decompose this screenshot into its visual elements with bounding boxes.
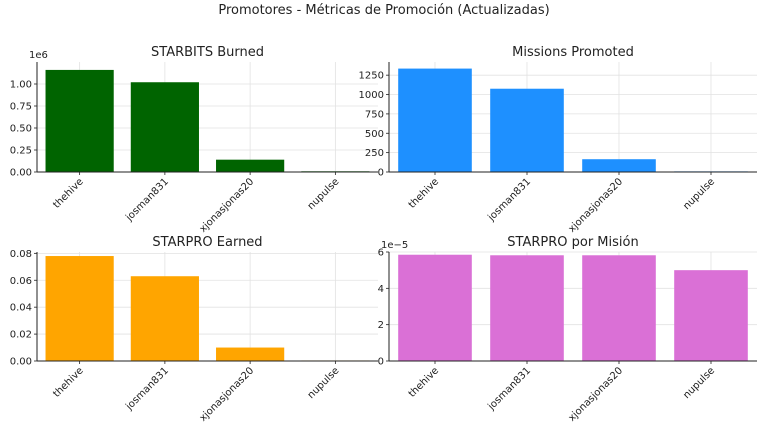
x-tick-label: nupulse bbox=[681, 176, 717, 212]
x-tick-label: josman831 bbox=[123, 365, 171, 413]
x-tick-label: josman831 bbox=[485, 176, 533, 224]
bar-josman831 bbox=[490, 88, 564, 172]
x-tick-label: xjonasjonas20 bbox=[198, 365, 257, 423]
x-tick-label: thehive bbox=[51, 365, 85, 399]
x-tick-label: josman831 bbox=[485, 365, 533, 413]
chart-panel-3: 0.00 0.02 0.04 0.06 0.08 thehive josman831 xjon… bbox=[10, 235, 378, 423]
figure-title: Promotores - Métricas de Promoción (Actu… bbox=[218, 3, 550, 18]
y-tick-label: 0 bbox=[378, 168, 384, 179]
y-tick-label: 0.00 bbox=[10, 168, 32, 179]
y-tick-label: 0.02 bbox=[10, 330, 32, 341]
bar-xjonasjonas20 bbox=[216, 347, 285, 361]
y-tick-label: 1250 bbox=[359, 71, 384, 82]
chart-panel-2: 0 250 500 750 1000 1250 thehive josman831 xjonas… bbox=[359, 45, 757, 235]
y-tick-label: 1000 bbox=[359, 90, 384, 101]
x-tick-label: thehive bbox=[51, 176, 85, 210]
panel-title: STARPRO Earned bbox=[152, 235, 262, 250]
y-tick-label: 0.06 bbox=[10, 276, 32, 287]
chart-panel-1: 0.00 0.25 0.50 0.75 1.00 thehive josman831 xjon… bbox=[10, 45, 378, 235]
y-tick-label: 2 bbox=[378, 320, 384, 331]
y-tick-label: 750 bbox=[365, 109, 384, 120]
bar-josman831 bbox=[130, 82, 199, 172]
chart-panel-4: 0 2 4 6 thehive josman831 xjonasjonas20 nupulse… bbox=[378, 235, 757, 423]
bar-xjonasjonas20 bbox=[582, 255, 656, 361]
y-tick-label: 1.00 bbox=[10, 80, 32, 91]
axis-offset-label: 1e−5 bbox=[381, 240, 408, 251]
y-tick-label: 0.00 bbox=[10, 357, 32, 368]
y-tick-label: 6 bbox=[378, 248, 384, 259]
x-tick-label: xjonasjonas20 bbox=[198, 176, 257, 235]
y-tick-label: 0.04 bbox=[10, 303, 32, 314]
x-tick-label: xjonasjonas20 bbox=[567, 365, 626, 423]
panel-title: Missions Promoted bbox=[512, 45, 634, 60]
x-tick-label: thehive bbox=[407, 176, 441, 210]
x-tick-label: xjonasjonas20 bbox=[567, 176, 626, 235]
y-tick-label: 0 bbox=[378, 357, 384, 368]
x-tick-label: nupulse bbox=[681, 365, 717, 401]
x-tick-label: nupulse bbox=[306, 176, 342, 212]
bar-xjonasjonas20 bbox=[582, 159, 656, 172]
y-tick-label: 0.50 bbox=[10, 124, 32, 135]
bar-xjonasjonas20 bbox=[216, 159, 285, 172]
y-tick-label: 500 bbox=[365, 129, 384, 140]
x-tick-label: nupulse bbox=[306, 365, 342, 401]
bar-thehive bbox=[398, 68, 472, 172]
panel-title: STARBITS Burned bbox=[151, 45, 264, 60]
bar-thehive bbox=[45, 256, 114, 361]
axis-offset-label: 1e6 bbox=[29, 50, 48, 61]
panel-title: STARPRO por Misión bbox=[507, 235, 638, 250]
y-tick-label: 250 bbox=[365, 148, 384, 159]
y-tick-label: 0.25 bbox=[10, 146, 32, 157]
x-tick-label: thehive bbox=[407, 365, 441, 399]
bar-josman831 bbox=[490, 255, 564, 361]
y-tick-label: 0.08 bbox=[10, 249, 32, 260]
y-tick-label: 4 bbox=[378, 284, 384, 295]
bar-thehive bbox=[398, 254, 472, 361]
bar-nupulse bbox=[674, 270, 748, 361]
y-tick-label: 0.75 bbox=[10, 102, 32, 113]
bar-thehive bbox=[45, 69, 114, 172]
bar-josman831 bbox=[130, 276, 199, 361]
x-tick-label: josman831 bbox=[123, 176, 171, 224]
